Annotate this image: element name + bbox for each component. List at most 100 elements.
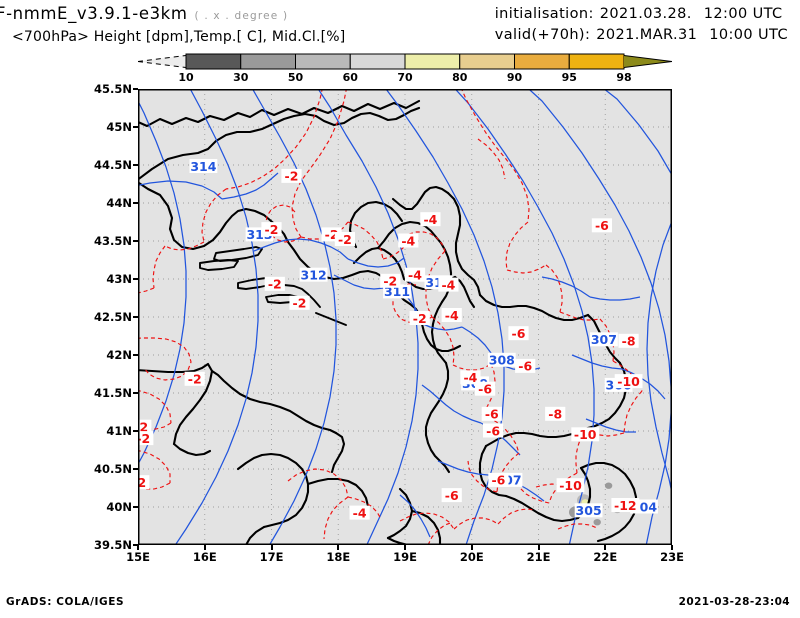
height-contour-label: 311: [384, 284, 410, 299]
longitude-tick-mark: [537, 545, 540, 550]
temperature-contour-label-halo: [184, 371, 205, 386]
temperature-contour-label: -2: [188, 372, 202, 387]
temperature-contour-label-halo: [545, 406, 566, 421]
temperature-contour-label: -2: [138, 431, 150, 446]
temperature-contour-label: -6: [445, 488, 459, 503]
latitude-tick-mark: [133, 468, 138, 470]
latitude-tick-mark: [133, 126, 138, 128]
latitude-tick-label: 43.5N: [94, 234, 132, 248]
temperature-contour-label: -6: [491, 473, 505, 488]
latitude-tick-mark: [133, 544, 138, 546]
height-contour-label-halo: [590, 332, 618, 347]
temperature-contour-label: -2: [338, 232, 352, 247]
longitude-tick-mark: [270, 545, 273, 550]
longitude-tick-label: 18E: [326, 550, 351, 564]
render-timestamp: 2021-03-28-23:04: [678, 596, 790, 608]
colorbar-tick-label: 60: [343, 71, 359, 84]
height-contour-label-halo: [383, 284, 411, 299]
latitude-tick-mark: [133, 202, 138, 204]
height-contour-label: 312: [301, 268, 327, 283]
temperature-contour-label-halo: [571, 427, 600, 442]
temperature-contour-label: -4: [463, 370, 477, 385]
valid-row: valid(+70h): 2021.MAR.31 10:00 UTC: [495, 25, 788, 46]
latitude-tick-label: 40N: [106, 500, 132, 514]
contour-labels-layer: 314313312311310309308307307306305304-2-2…: [138, 159, 658, 520]
height-contour-label-halo: [574, 503, 603, 518]
temperature-contour-label: -10: [559, 478, 582, 493]
latitude-tick-label: 43N: [106, 272, 132, 286]
colorbar-bin: [568, 53, 625, 70]
map-svg: 314313312311310309308307307306305304-2-2…: [138, 89, 672, 545]
temperature-contour-label: -12: [614, 498, 637, 513]
temperature-contour-label-halo: [508, 326, 529, 341]
temperature-contour-label: -6: [486, 423, 500, 438]
longitude-tick-label: 16E: [192, 550, 217, 564]
latitude-tick-mark: [133, 240, 138, 242]
height-contour-label: 308: [489, 353, 515, 368]
colorbar-tick-label: 98: [616, 71, 631, 84]
height-contour-label-halo: [189, 159, 218, 173]
latitude-tick-mark: [133, 354, 138, 356]
colorbar: 10 30 50 60 70 80 90 95 98: [138, 52, 672, 84]
temperature-contour-label-halo: [349, 505, 370, 520]
valid-time: 10:00 UTC: [709, 27, 788, 43]
colorbar-svg: 10 30 50 60 70 80 90 95 98: [138, 53, 672, 84]
longitude-tick-label: 19E: [393, 550, 417, 564]
latitude-tick-mark: [133, 88, 138, 90]
colorbar-overflow-arrow: [624, 55, 672, 68]
longitude-tick-mark: [604, 545, 607, 550]
temperature-contour-label-halo: [409, 311, 430, 325]
temperature-contour-label: -2: [138, 420, 148, 435]
temperature-contour-label: -4: [408, 268, 422, 283]
latitude-tick-label: 44N: [106, 196, 132, 210]
longitude-tick-label: 21E: [526, 550, 551, 564]
colorbar-bin: [349, 53, 406, 70]
temperature-contour-layer: [138, 89, 643, 545]
latitude-tick-label: 41N: [106, 424, 132, 438]
longitude-tick-mark: [337, 545, 340, 550]
colorbar-underflow-outline: [138, 55, 187, 68]
colorbar-ticks: 10 30 50 60 70 80 90 95 98: [178, 71, 631, 84]
header-right-block: initialisation: 2021.03.28. 12:00 UTC vali…: [495, 4, 788, 46]
temperature-contour-label-halo: [460, 370, 481, 385]
latitude-tick-mark: [133, 392, 138, 394]
temperature-contour-label-halo: [441, 308, 462, 322]
temperature-contour-label-halo: [404, 267, 426, 282]
model-name: F-nmmE_v3.9.1-e3km: [0, 4, 188, 23]
temperature-contour-label: -2: [268, 277, 282, 292]
temperature-contour-label-halo: [488, 472, 509, 487]
latitude-tick-label: 42N: [106, 348, 132, 362]
colorbar-tick-label: 90: [507, 71, 523, 84]
temperature-contour-label: -6: [478, 382, 492, 397]
latitude-tick-mark: [133, 278, 138, 280]
colorbar-bin: [295, 53, 351, 70]
cloud-patch: [593, 519, 601, 526]
height-contour-label: 307: [591, 332, 617, 347]
temperature-contour-label-halo: [380, 273, 401, 288]
temperature-contour-label: -2: [383, 274, 397, 289]
temperature-contour-label: -10: [574, 427, 597, 442]
temperature-contour-label: -4: [445, 308, 459, 323]
latitude-tick-label: 39.5N: [94, 538, 132, 552]
initialisation-date: 2021.03.28.: [599, 6, 692, 22]
grads-credit: GrADS: COLA/IGES: [6, 596, 125, 608]
temperature-contour-label: -10: [617, 374, 640, 389]
longitude-tick-mark: [137, 545, 139, 550]
temperature-contour-label-halo: [138, 475, 150, 490]
latitude-tick-mark: [133, 316, 138, 318]
temperature-contour-label-halo: [618, 333, 639, 348]
initialisation-label: initialisation:: [494, 6, 594, 22]
temperature-contour-label-halo: [556, 478, 585, 493]
temperature-contour-label-halo: [483, 423, 504, 438]
initialisation-time: 12:00 UTC: [703, 6, 783, 22]
temperature-contour-label-halo: [515, 358, 536, 373]
colorbar-tick-label: 80: [452, 71, 468, 84]
temperature-contour-label: -6: [518, 359, 532, 374]
longitude-tick-label: 22E: [593, 550, 618, 564]
temperature-contour-label: -2: [285, 169, 299, 184]
level-variables-line: <700hPa> Height [dpm],Temp.[ C], Mid.Cl.…: [12, 29, 346, 45]
temperature-contour-label: -8: [548, 407, 562, 422]
latitude-tick-mark: [133, 506, 138, 508]
temperature-contour-label: -4: [441, 277, 455, 292]
height-contour-label-halo: [487, 352, 516, 367]
